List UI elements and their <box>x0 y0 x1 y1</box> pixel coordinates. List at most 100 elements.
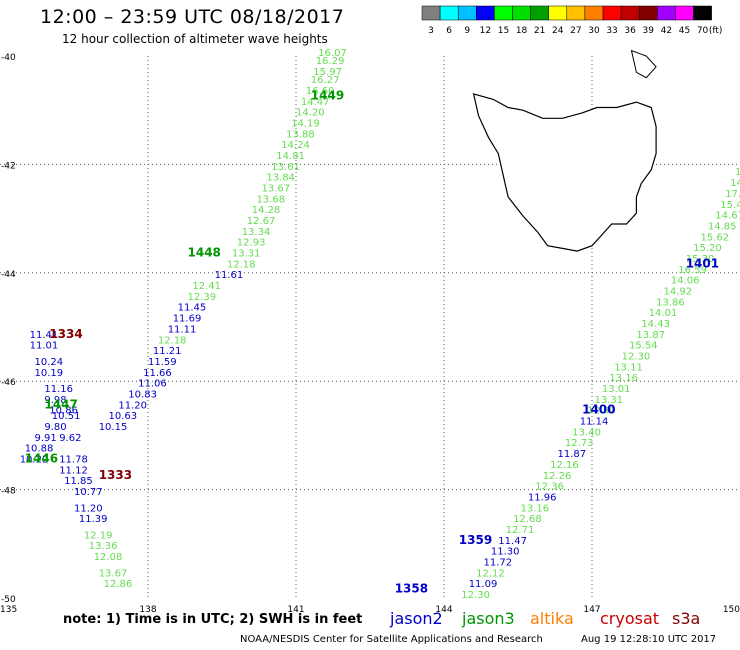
legend-label: 39 <box>643 26 655 36</box>
legend-label: 27 <box>570 26 581 36</box>
swh-value: 11.01 <box>30 341 59 352</box>
swh-value: 11.59 <box>148 357 177 368</box>
lat-tick-label: -48 <box>1 487 16 497</box>
swh-value: 16.60 <box>306 86 335 97</box>
swh-value: 14.28 <box>252 205 281 216</box>
lat-tick-label: -40 <box>1 53 16 63</box>
swh-value: 10.51 <box>52 411 81 422</box>
lon-tick-label: 144 <box>435 605 452 615</box>
swh-value: 9.62 <box>59 433 81 444</box>
swh-value: 12.90 <box>587 406 616 417</box>
satellite-name-jason2: jason2 <box>390 609 443 628</box>
swh-value: 9.91 <box>35 433 57 444</box>
swh-value: 15.62 <box>701 232 730 243</box>
color-legend: 3 6 9 12 15 18 21 24 27 30 33 36 39 42 45 70 (ft) <box>421 5 723 36</box>
swh-value: 14.43 <box>641 319 670 330</box>
swh-value: 15.30 <box>686 254 715 265</box>
swh-value: 11.09 <box>469 579 498 590</box>
swh-value: 11.16 <box>44 384 73 395</box>
swh-value: 12.86 <box>104 579 133 590</box>
swh-value: 12.36 <box>535 482 564 493</box>
lat-tick-label: -50 <box>1 595 16 605</box>
legend-label: 33 <box>606 26 617 36</box>
legend-swatch <box>693 5 712 21</box>
swh-value: 11.72 <box>484 558 513 569</box>
lon-tick-label: 138 <box>139 605 156 615</box>
swh-value: 12.26 <box>543 471 572 482</box>
swh-value: 15.54 <box>629 341 658 352</box>
swh-value: 9.80 <box>44 422 66 433</box>
legend-label: 15 <box>498 26 509 36</box>
legend-label: 18 <box>516 26 528 36</box>
swh-value: 11.11 <box>168 324 197 335</box>
swh-value: 10.83 <box>128 390 157 401</box>
swh-value: 14.01 <box>649 308 678 319</box>
legend-label: 6 <box>446 26 452 36</box>
swh-value: 10.88 <box>25 444 54 455</box>
swh-value: 12.68 <box>513 514 542 525</box>
swh-value: 11.14 <box>580 417 609 428</box>
swh-value: 11.20 <box>118 400 147 411</box>
legend-label: 36 <box>624 26 636 36</box>
swh-value: 13.31 <box>595 395 624 406</box>
pass-time-label: 1448 <box>188 246 221 260</box>
lon-tick-label: 150 <box>723 605 740 615</box>
swh-value: 15.20 <box>693 243 722 254</box>
pass-time-label: 1449 <box>311 88 344 102</box>
swh-value: 12.93 <box>237 238 266 249</box>
swh-value: 16.07 <box>318 48 347 59</box>
swh-value: 11.78 <box>59 455 88 466</box>
swh-value: 12.41 <box>192 281 221 292</box>
swh-value: 13.61 <box>271 162 300 173</box>
legend-label: (ft) <box>709 26 723 36</box>
swh-value: 14.19 <box>291 119 320 130</box>
satellite-name-jason3: jason3 <box>462 609 515 628</box>
pass-time-label: 1358 <box>395 582 428 596</box>
lat-tick-label: -42 <box>1 161 16 171</box>
swh-value: 12.16 <box>550 460 579 471</box>
legend-label: 42 <box>661 26 672 36</box>
footer-credit: NOAA/NESDIS Center for Satellite Applica… <box>240 634 543 645</box>
swh-value: 10.15 <box>99 422 128 433</box>
swh-value: 11.45 <box>178 303 207 314</box>
swh-value: 12.30 <box>461 590 490 601</box>
swh-value: 13.86 <box>656 297 685 308</box>
legend-label: 30 <box>588 26 600 36</box>
swh-value: 11.66 <box>143 368 172 379</box>
swh-value: 11.30 <box>491 547 520 558</box>
swh-value: 14.20 <box>296 108 325 119</box>
swh-value: 13.87 <box>636 330 665 341</box>
note-text: note: 1) Time is in UTC; 2) SWH is in fe… <box>63 612 363 627</box>
swh-value: 13.16 <box>521 503 550 514</box>
lat-tick-label: -46 <box>1 378 16 388</box>
swh-value: 13.67 <box>99 568 128 579</box>
swh-value: 10.63 <box>109 411 138 422</box>
swh-value: 10.86 <box>49 406 78 417</box>
swh-value: 13.84 <box>266 173 295 184</box>
swh-value: 12.67 <box>247 216 276 227</box>
page-subtitle: 12 hour collection of altimeter wave hei… <box>62 32 328 46</box>
swh-value: 14.5 <box>730 178 740 189</box>
swh-value: 13.36 <box>89 541 118 552</box>
legend-label: 70 <box>697 26 709 36</box>
satellite-name-cryosat: cryosat <box>600 609 660 628</box>
swh-value: 10.22 <box>20 455 49 466</box>
swh-value: 12.73 <box>565 438 594 449</box>
swh-value: 13.40 <box>572 427 601 438</box>
footer-timestamp: Aug 19 12:28:10 UTC 2017 <box>581 634 717 645</box>
legend-label: 21 <box>534 26 545 36</box>
legend-label: 9 <box>464 26 470 36</box>
swh-value: 12.18 <box>158 335 187 346</box>
satellite-name-altika: altika <box>530 609 574 628</box>
legend-label: 45 <box>679 26 690 36</box>
swh-value: 14.92 <box>664 287 693 298</box>
swh-value: 13.31 <box>232 249 261 260</box>
swh-value: 9.98 <box>44 395 66 406</box>
legend-label: 24 <box>552 26 564 36</box>
swh-value: 11.20 <box>74 503 103 514</box>
legend-label: 3 <box>428 26 434 36</box>
swh-value: 12.39 <box>188 292 217 303</box>
swh-value: 10.19 <box>35 368 64 379</box>
swh-value: 14.06 <box>671 276 700 287</box>
